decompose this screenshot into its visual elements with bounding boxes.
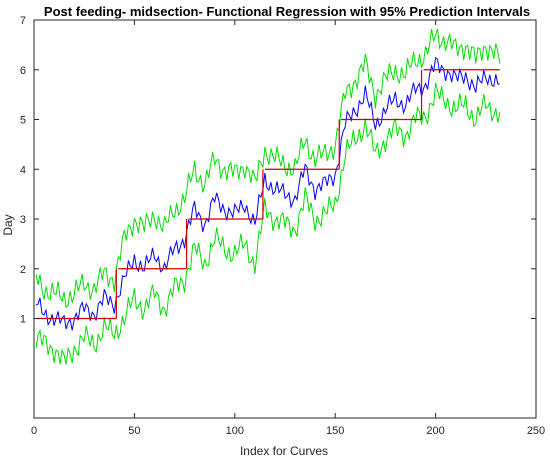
x-tick-label: 0 — [31, 425, 37, 437]
axes-box — [33, 19, 537, 419]
y-tick-label: 5 — [20, 115, 26, 127]
y-tick-label: 3 — [20, 214, 26, 226]
y-tick-label: 6 — [20, 65, 26, 77]
x-tick-label: 50 — [128, 425, 140, 437]
x-tick-label: 150 — [326, 425, 344, 437]
y-axis-label: Day — [1, 214, 15, 235]
chart-title: Post feeding- midsection- Functional Reg… — [44, 4, 530, 19]
x-tick-label: 100 — [226, 425, 244, 437]
plot-area — [33, 19, 537, 419]
upper-interval-line — [35, 28, 501, 309]
y-tick-label: 4 — [20, 164, 26, 176]
y-tick-label: 2 — [20, 264, 26, 276]
x-tick-label: 200 — [426, 425, 444, 437]
lower-interval-line — [35, 82, 501, 365]
prediction-mean-line — [35, 56, 500, 331]
x-axis-label: Index for Curves — [240, 444, 328, 458]
y-tick-label: 1 — [20, 314, 26, 326]
x-tick-label: 250 — [527, 425, 545, 437]
axis-ticks: 0 50 100 150 200 250 1 2 3 4 5 6 7 — [20, 15, 545, 437]
y-tick-label: 7 — [20, 15, 26, 27]
